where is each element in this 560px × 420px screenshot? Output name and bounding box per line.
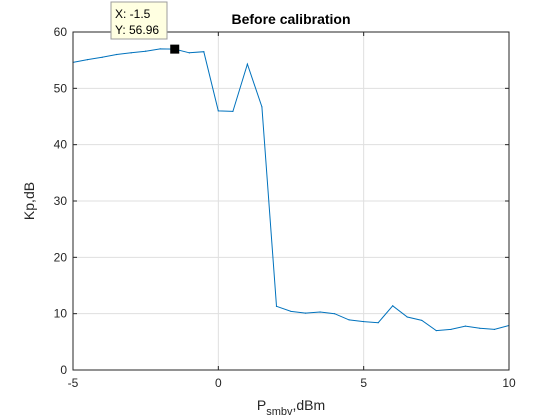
y-tick-label: 20 — [54, 250, 68, 264]
data-tip-box — [110, 1, 168, 40]
data-point — [217, 110, 219, 112]
x-tick-label: -5 — [68, 376, 79, 390]
x-axis-label-suffix: ,dBm — [292, 397, 325, 413]
data-point — [232, 110, 234, 113]
data-point — [130, 52, 132, 54]
data-point — [406, 316, 408, 318]
data-tip-marker[interactable] — [170, 44, 180, 54]
data-point — [86, 59, 89, 61]
data-point — [319, 311, 321, 313]
data-point — [275, 305, 278, 307]
chart-title: Before calibration — [231, 11, 350, 27]
data-point — [348, 319, 350, 321]
data-point — [116, 53, 118, 56]
data-point — [363, 320, 365, 323]
series-layer — [72, 48, 510, 332]
data-point — [493, 328, 496, 331]
data-point — [145, 50, 147, 52]
data-point — [159, 48, 161, 50]
data-point — [261, 106, 263, 108]
x-tick-label: 5 — [360, 376, 367, 390]
y-tick-label: 60 — [54, 25, 68, 39]
x-axis-label-subscript: smbv — [266, 406, 293, 418]
data-point — [464, 325, 466, 327]
y-tick-label: 50 — [54, 81, 68, 95]
data-tip-x-text: X: -1.5 — [115, 7, 151, 21]
data-point — [392, 305, 394, 307]
data-point — [246, 63, 248, 65]
data-point — [435, 329, 437, 332]
data-point — [203, 51, 205, 53]
x-tick-label: 0 — [215, 376, 222, 390]
data-point — [450, 328, 452, 331]
data-point — [479, 327, 481, 329]
y-tick-label: 30 — [54, 194, 68, 208]
x-axis-label: Psmbv,dBm — [257, 397, 325, 418]
data-point — [290, 310, 292, 313]
axes-box — [72, 31, 510, 371]
data-point — [304, 312, 307, 314]
y-tick-label: 10 — [54, 307, 68, 321]
data-point — [421, 319, 423, 322]
y-tick-label: 0 — [60, 363, 67, 377]
y-axis-label: Kp,dB — [21, 182, 37, 220]
data-point — [334, 313, 336, 315]
data-tip-y-text: Y: 56.96 — [115, 23, 159, 37]
x-axis-label-main: P — [257, 397, 266, 413]
y-tick-label: 40 — [54, 138, 68, 152]
data-point — [377, 322, 379, 324]
data-tip[interactable]: X: -1.5 Y: 56.96 — [110, 1, 168, 40]
data-point — [101, 56, 103, 58]
x-tick-label: 10 — [502, 376, 516, 390]
data-point — [188, 52, 190, 54]
